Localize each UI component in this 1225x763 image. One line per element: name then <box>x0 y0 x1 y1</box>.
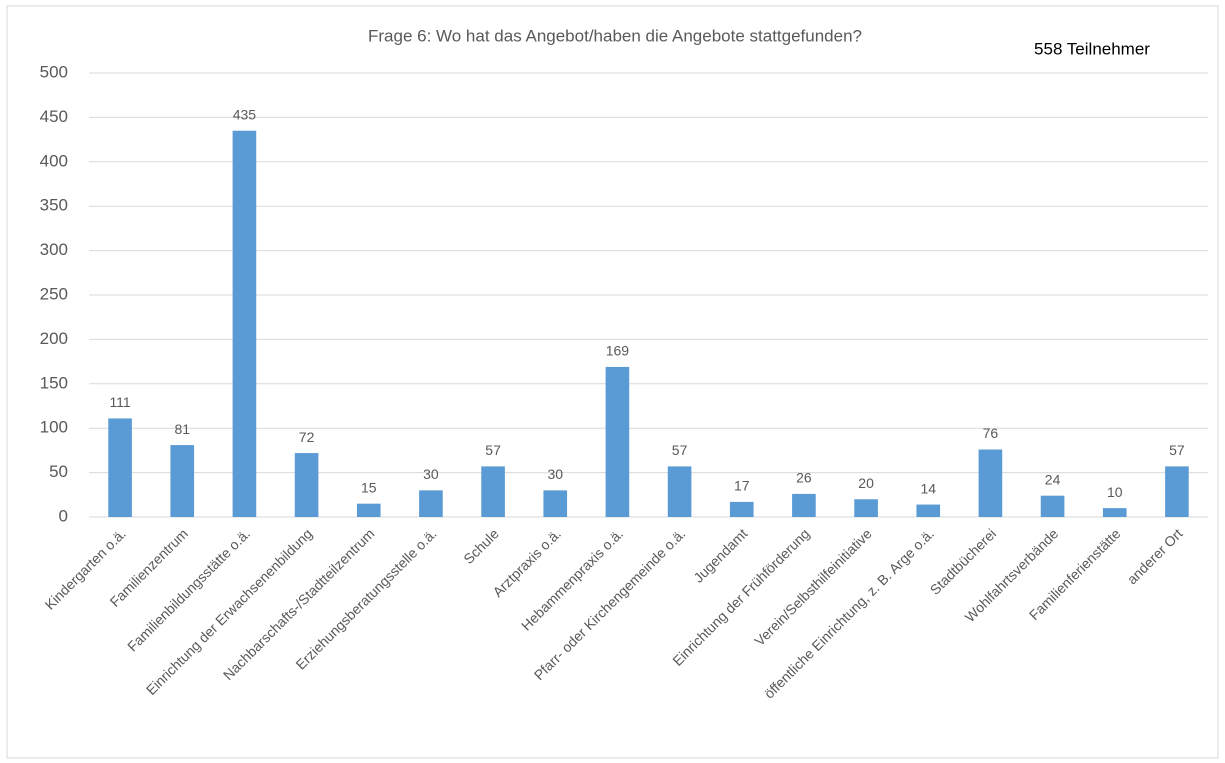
y-tick-label: 250 <box>40 284 68 303</box>
data-label: 14 <box>920 480 936 496</box>
data-label: 20 <box>858 475 874 491</box>
bar <box>543 490 568 517</box>
data-label: 24 <box>1045 471 1061 487</box>
data-label: 30 <box>547 466 563 482</box>
bar <box>854 499 878 517</box>
bar <box>1102 508 1127 517</box>
bar <box>356 503 381 517</box>
bar <box>667 466 692 517</box>
data-label: 57 <box>485 442 501 458</box>
chart-title: Frage 6: Wo hat das Angebot/haben die An… <box>368 26 862 45</box>
y-tick-label: 100 <box>40 418 68 437</box>
data-label: 76 <box>983 425 999 441</box>
data-label: 435 <box>233 106 257 122</box>
y-tick-label: 150 <box>40 373 68 392</box>
y-tick-label: 350 <box>40 196 68 215</box>
data-label: 57 <box>1169 442 1185 458</box>
bar <box>729 501 754 517</box>
data-label: 57 <box>672 442 688 458</box>
bar <box>978 449 1003 517</box>
data-label: 81 <box>174 421 190 437</box>
data-label: 30 <box>423 466 439 482</box>
data-label: 111 <box>109 394 130 410</box>
data-label: 169 <box>606 343 630 359</box>
bar <box>481 466 505 517</box>
bar <box>1040 495 1065 517</box>
bar <box>1165 466 1189 517</box>
data-label: 26 <box>796 470 812 486</box>
data-label: 10 <box>1107 484 1123 500</box>
annotation: 558 Teilnehmer <box>1034 39 1150 58</box>
data-label: 72 <box>299 429 315 445</box>
bar <box>294 453 319 517</box>
y-tick-label: 300 <box>40 240 68 259</box>
data-label: 17 <box>734 478 750 494</box>
bar <box>605 366 630 517</box>
y-tick-label: 500 <box>40 62 68 81</box>
bar <box>232 130 257 517</box>
y-tick-label: 450 <box>40 107 68 126</box>
y-tick-label: 50 <box>49 462 68 481</box>
y-tick-label: 200 <box>40 329 68 348</box>
y-tick-label: 0 <box>59 506 68 525</box>
bar <box>419 490 443 517</box>
bar <box>108 418 132 517</box>
data-label: 15 <box>361 479 377 495</box>
y-tick-label: 400 <box>40 151 68 170</box>
bar <box>916 504 941 517</box>
bar <box>170 445 195 517</box>
bar <box>792 493 816 517</box>
